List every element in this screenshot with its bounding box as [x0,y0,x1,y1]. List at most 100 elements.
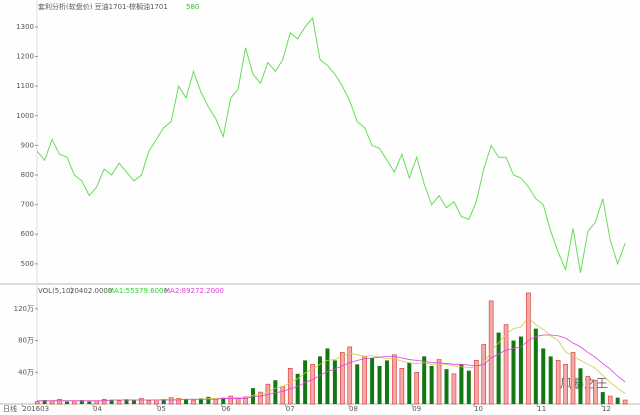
volume-bar [64,401,69,404]
volume-bar [399,367,405,405]
volume-bar [570,352,576,405]
y-tick-label: 120万 [14,305,34,313]
volume-bar [607,395,613,405]
volume-bar [198,398,203,404]
y-tick-label: 600 [21,230,34,238]
volume-bar [622,399,628,405]
volume-bar [347,346,353,405]
volume-bar [422,356,427,404]
volume-bar [340,352,345,405]
chart-title: 套利分析(软盘价) 豆油1701-棕榈油1701 [38,2,168,11]
volume-bar [481,344,487,405]
volume-bar [109,400,114,404]
y-tick-label: 1000 [16,112,34,120]
volume-bar [384,360,389,404]
volume-bar [42,400,47,404]
volume-bar [548,356,553,404]
volume-bar [101,398,107,405]
volume-bar [585,375,591,405]
volume-bar [332,360,337,404]
volume-bar [355,364,360,404]
volume-bar [168,397,174,405]
y-tick-label: 500 [21,260,34,268]
volume-bar [287,367,293,405]
y-tick-label: 900 [21,141,34,149]
volume-bar [414,371,420,405]
volume-bar [184,399,189,404]
x-tick-label: 11 [537,405,546,413]
volume-bar [131,400,136,404]
volume-bar [533,328,538,404]
volume-bar [503,324,509,405]
volume-bar [280,386,286,405]
ma2-legend: MA2:89272.2000 [164,287,224,295]
ma-line [37,334,626,402]
volume-bar [362,356,367,405]
volume-bar [370,357,375,404]
volume-bar [615,397,620,404]
volume-bar [429,365,434,404]
volume-bar [153,399,159,405]
x-tick-label: 10 [474,405,483,413]
volume-bar [79,400,84,404]
volume-bar [49,400,55,405]
volume-bar [258,391,263,405]
volume-bar [310,364,315,405]
volume-bar [578,368,583,404]
volume-bar [273,380,278,404]
x-tick-label: 09 [412,405,421,413]
x-tick-label: 07 [286,405,295,413]
volume-bar [176,398,181,405]
y-tick-label: 1100 [16,82,34,90]
volume-bar [325,348,330,404]
volume-bar [518,336,523,404]
spread-line [36,16,626,273]
volume-bar [318,356,322,404]
volume-bar [488,300,494,405]
volume-bar [146,400,152,405]
y-tick-label: 80万 [18,337,34,345]
volume-bar [191,399,196,405]
volume-bar [563,364,568,405]
volume-bar [407,362,412,404]
volume-bar [295,373,300,404]
volume-bar [392,354,397,405]
volume-bar [466,370,471,404]
volume-bar [34,401,40,405]
x-tick-label: 06 [222,405,231,413]
volume-bar [213,398,219,405]
y-tick-label: 40万 [18,368,34,376]
volume-bar [94,400,100,405]
corner-label: 日线 [3,404,17,413]
volume-bar [473,360,479,405]
x-tick-label: 201603 [22,405,49,413]
volume-value: 20402.0000 [70,287,112,295]
volume-bar [593,379,598,405]
x-tick-label: 12 [602,405,611,413]
volume-bar [600,392,605,404]
volume-bar [511,340,516,404]
volume-bar [206,396,211,404]
volume-bar [221,397,226,404]
y-tick-label: 700 [21,201,34,209]
volume-bar [124,399,129,404]
volume-bar [161,399,166,404]
y-tick-label: 800 [21,171,34,179]
ma1-legend: MA1:55379.6000 [108,287,168,295]
volume-bar [235,398,241,405]
volume-bar [377,365,382,404]
volume-bar [459,364,464,404]
x-tick-label: 05 [157,405,166,413]
last-value: 580 [186,3,199,11]
volume-bar [139,398,144,405]
volume-bar [496,332,501,404]
volume-title: VOL(5,10) [38,287,73,295]
y-tick-label: 1200 [16,53,34,61]
volume-bar [555,360,561,405]
volume-bar [87,401,92,404]
volume-bar [243,396,248,405]
y-tick-label: 1300 [16,23,34,31]
volume-bar [436,359,442,405]
